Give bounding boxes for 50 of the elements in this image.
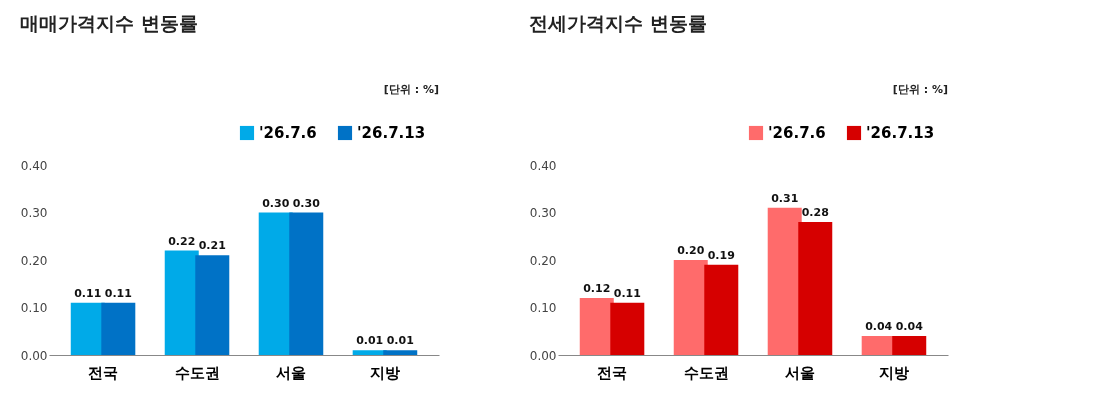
data-label: 0.12: [583, 282, 611, 295]
y-tick-label: 0.40: [20, 158, 48, 173]
x-tick-label: 전국: [88, 363, 119, 382]
bar: [704, 264, 739, 355]
bar: [289, 212, 324, 355]
x-tick-label: 지방: [369, 363, 400, 382]
bar: [195, 255, 230, 355]
bar: [798, 222, 833, 355]
bar: [892, 336, 927, 355]
x-tick-label: 서울: [784, 363, 815, 382]
x-tick-label: 수도권: [683, 363, 729, 382]
data-label: 0.01: [386, 334, 414, 348]
y-tick-label: 0.10: [20, 301, 48, 315]
text: [단위 : %]: [383, 83, 439, 96]
data-label: 0.11: [104, 286, 132, 300]
y-tick-label: 0.20: [20, 253, 48, 268]
x-tick-label: 전국: [597, 363, 628, 382]
x-tick-label: 지방: [878, 363, 909, 382]
legend-label: '26.7.13: [357, 124, 426, 142]
data-label: 0.11: [613, 286, 641, 300]
text: [단위 : %]: [892, 83, 948, 96]
y-tick-label: 0.30: [20, 206, 48, 220]
data-label: 0.11: [74, 286, 102, 300]
chart-title: 매매가격지수 변동률: [20, 12, 198, 34]
data-label: 0.31: [771, 191, 799, 205]
legend-label: '26.7.6: [768, 124, 826, 142]
data-label: 0.21: [198, 239, 226, 253]
bar: [383, 350, 418, 355]
y-tick-label: 0.10: [529, 301, 557, 315]
y-tick-label: 0.30: [529, 206, 557, 220]
data-label: 0.20: [677, 244, 705, 257]
legend-label: '26.7.6: [259, 124, 317, 142]
bar: [610, 302, 645, 355]
y-tick-label: 0.20: [529, 253, 557, 268]
data-label: 0.28: [801, 206, 829, 219]
x-tick-label: 서울: [275, 363, 306, 382]
data-label: 0.01: [356, 334, 384, 348]
y-tick-label: 0.00: [529, 348, 557, 363]
data-label: 0.04: [895, 320, 924, 333]
bar: [101, 302, 136, 355]
data-label: 0.19: [707, 248, 735, 262]
data-label: 0.22: [168, 234, 196, 248]
data-label: 0.30: [262, 196, 290, 210]
data-label: 0.30: [292, 196, 321, 210]
legend-label: '26.7.13: [866, 124, 935, 142]
x-tick-label: 수도권: [174, 363, 220, 382]
chart-title: 전세가격지수 변동률: [529, 12, 707, 34]
data-label: 0.04: [865, 320, 893, 333]
y-tick-label: 0.00: [20, 348, 48, 363]
y-tick-label: 0.40: [529, 158, 557, 173]
